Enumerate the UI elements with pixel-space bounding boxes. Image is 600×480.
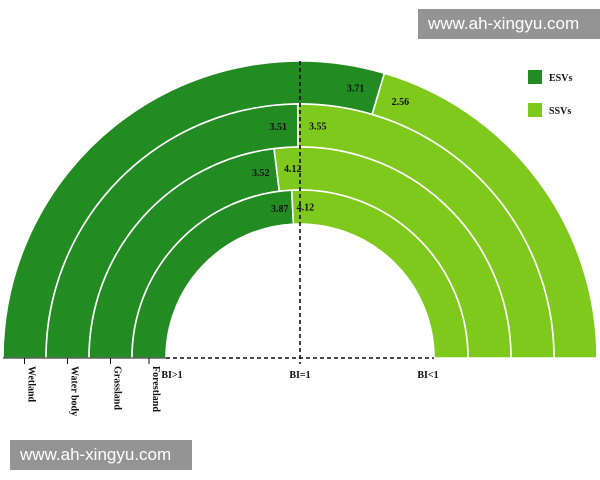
value-label: 3.52 [252, 168, 270, 179]
legend-swatch-ssvs [528, 103, 542, 117]
ring-labels: Wetland Water body Grassland Forestland [26, 366, 162, 416]
watermark-bottom: www.ah-xingyu.com [10, 440, 192, 470]
legend-label-ssvs: SSVs [549, 106, 571, 117]
value-label: 3.55 [309, 122, 327, 133]
chart-legend: ESVs SSVs [528, 70, 572, 117]
watermark-top: www.ah-xingyu.com [418, 9, 600, 39]
ring-label-forestland: Forestland [150, 366, 161, 412]
value-label: 2.56 [392, 97, 410, 108]
ring-label-water-body: Water body [69, 366, 80, 416]
ring-bars [2, 60, 598, 359]
baseline-label: BI=1 [289, 370, 310, 381]
baseline-labels: BI>1 BI=1 BI<1 [161, 370, 438, 381]
value-label: 3.87 [271, 204, 289, 215]
value-label: 3.71 [347, 84, 365, 95]
ring-label-wetland: Wetland [26, 366, 37, 403]
value-labels: 3.71 2.56 3.51 3.55 3.52 4.12 3.87 4.12 [252, 84, 409, 215]
value-label: 4.12 [297, 203, 315, 214]
value-label: 4.12 [284, 164, 302, 175]
legend-label-esvs: ESVs [549, 73, 572, 84]
axis-lines [3, 61, 434, 364]
value-label: 3.51 [269, 122, 287, 133]
legend-swatch-esvs [528, 70, 542, 84]
bar-ssvs-forestland [290, 189, 469, 359]
baseline-label: BI>1 [161, 370, 182, 381]
ring-label-grassland: Grassland [112, 366, 123, 410]
baseline-label: BI<1 [417, 370, 438, 381]
